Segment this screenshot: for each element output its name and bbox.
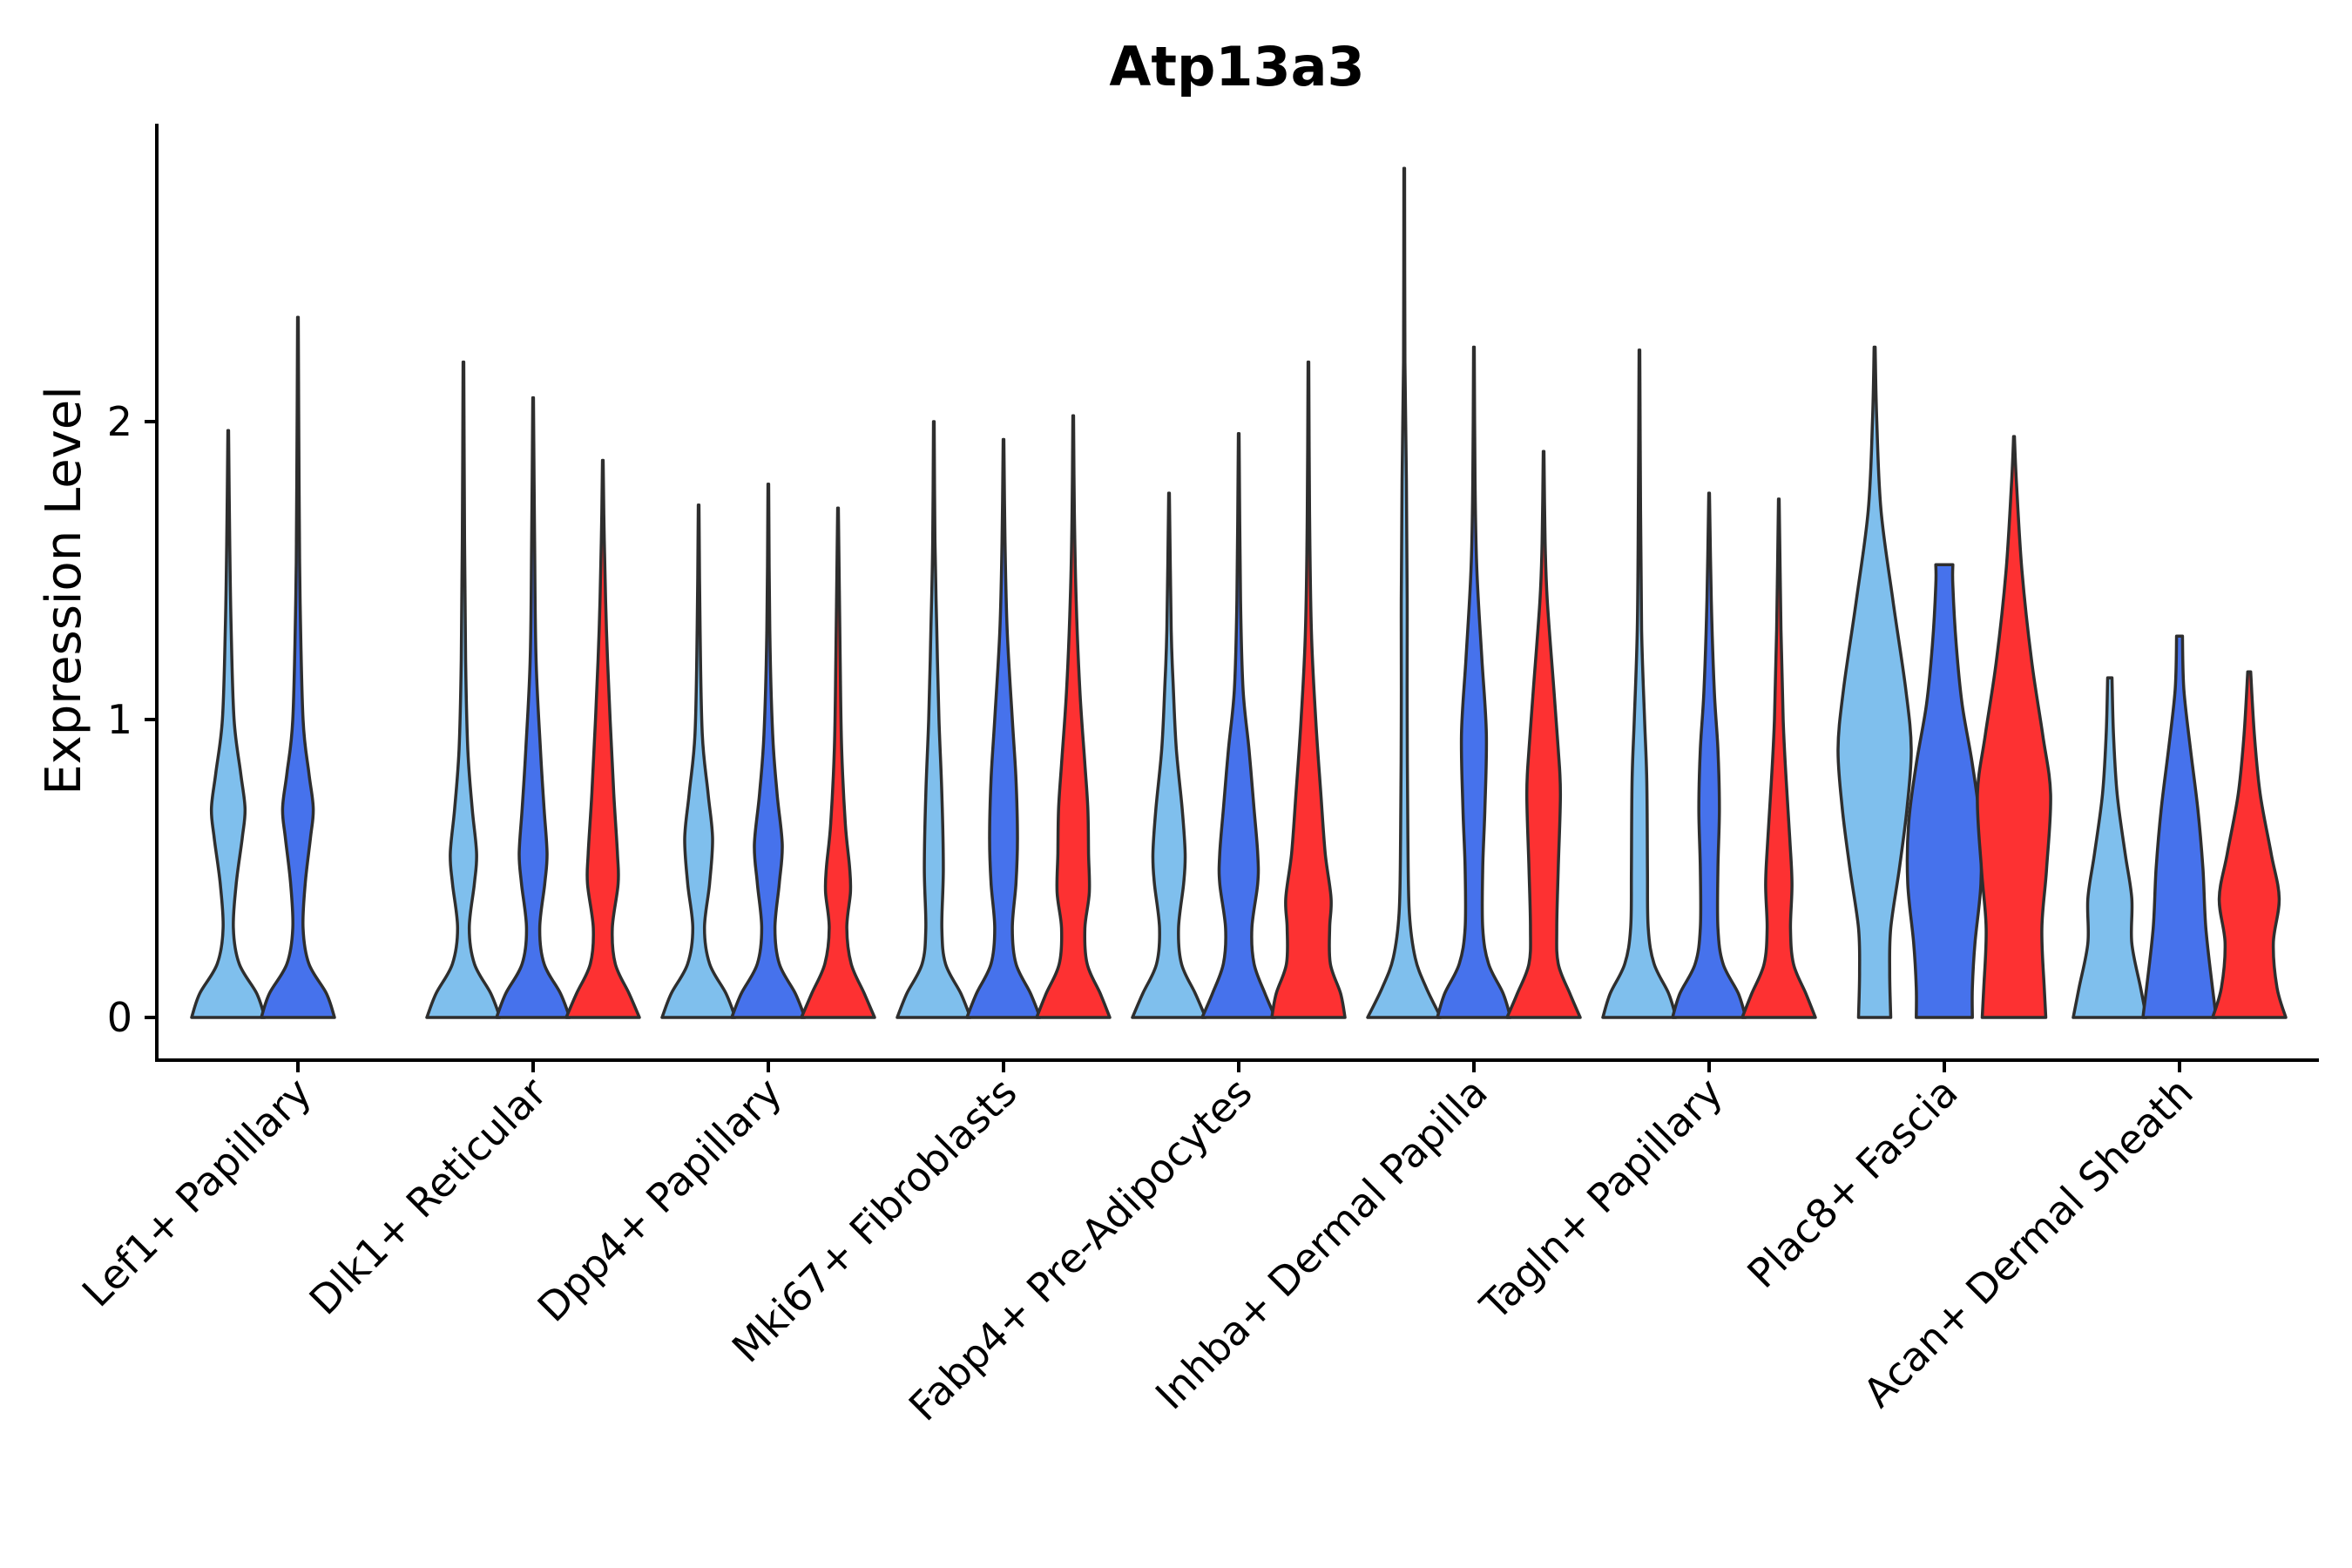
y-ticks: 0 1 2 <box>107 398 157 1041</box>
x-tick-label-lef1-papillary: Lef1+ Papillary <box>73 1069 321 1316</box>
y-axis-label: Expression Level <box>36 386 92 795</box>
violin-dpp4-papillary-group2 <box>730 483 807 1019</box>
violin-tagln-papillary-group3 <box>1740 497 1817 1019</box>
violin-acan-dermal-sheath-group2 <box>2141 634 2218 1019</box>
violin-mki67-fibroblasts-group1 <box>896 420 972 1019</box>
violin-fabp4-pre-adipocytes-group2 <box>1200 431 1277 1019</box>
violins-layer <box>190 166 2288 1019</box>
violin-acan-dermal-sheath-group3 <box>2211 670 2288 1019</box>
violin-plac8-fascia-group3 <box>1976 435 2052 1019</box>
violin-mki67-fibroblasts-group3 <box>1035 414 1112 1019</box>
violin-fabp4-pre-adipocytes-group3 <box>1270 360 1347 1019</box>
x-tick-label-dlk1-reticular: Dlk1+ Reticular <box>301 1069 556 1324</box>
violin-dlk1-reticular-group2 <box>495 395 571 1019</box>
violin-tagln-papillary-group1 <box>1601 348 1678 1019</box>
violin-inhba-dermal-papilla-group1 <box>1366 166 1443 1019</box>
violin-fabp4-pre-adipocytes-group1 <box>1131 491 1207 1019</box>
chart-title: Atp13a3 <box>1109 35 1364 98</box>
violin-inhba-dermal-papilla-group2 <box>1436 345 1512 1019</box>
x-tick-label-plac8-fascia: Plac8+ Fascia <box>1738 1069 1966 1297</box>
violin-dlk1-reticular-group1 <box>425 360 502 1019</box>
y-tick-label: 2 <box>107 398 132 445</box>
violin-acan-dermal-sheath-group1 <box>2072 676 2148 1019</box>
y-tick-label: 1 <box>107 696 132 743</box>
violin-lef1-papillary-group2 <box>260 315 336 1019</box>
violin-dpp4-papillary-group1 <box>660 504 737 1019</box>
violin-inhba-dermal-papilla-group3 <box>1505 449 1582 1019</box>
violin-lef1-papillary-group1 <box>190 429 267 1019</box>
y-tick-label: 0 <box>107 994 132 1041</box>
x-tick-label-tagln-papillary: Tagln+ Papillary <box>1470 1069 1732 1330</box>
violin-plac8-fascia-group1 <box>1836 345 1913 1019</box>
x-tick-label-dpp4-papillary: Dpp4+ Papillary <box>529 1069 791 1331</box>
violin-mki67-fibroblasts-group2 <box>965 437 1042 1019</box>
violin-tagln-papillary-group2 <box>1671 491 1747 1019</box>
violin-plac8-fascia-group2 <box>1905 563 1984 1019</box>
violin-dlk1-reticular-group3 <box>564 458 641 1019</box>
violin-dpp4-papillary-group3 <box>800 506 876 1019</box>
